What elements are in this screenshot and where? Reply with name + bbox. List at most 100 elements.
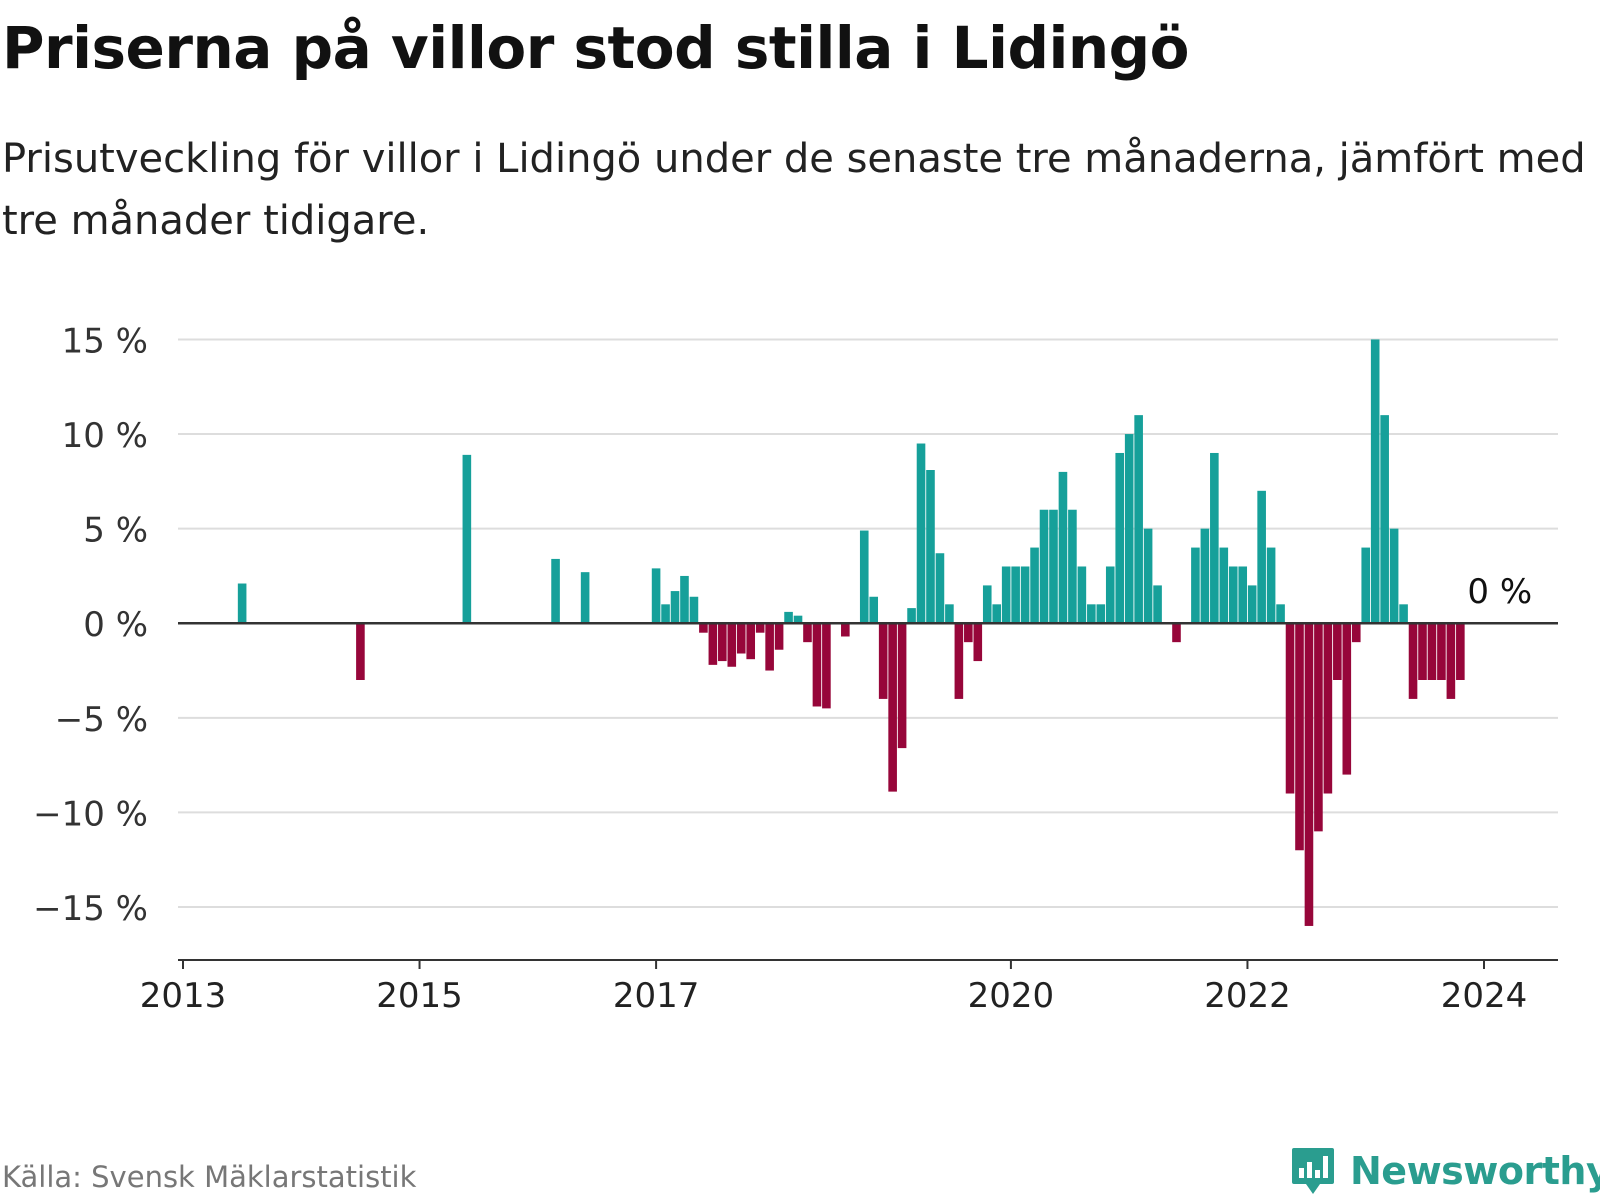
bar — [1020, 566, 1030, 624]
bar — [718, 623, 727, 662]
bar — [1153, 585, 1162, 624]
bar — [1058, 471, 1068, 624]
bar — [661, 604, 670, 624]
bar — [992, 604, 1002, 624]
bar — [237, 583, 247, 624]
bar — [708, 623, 718, 665]
bar — [651, 568, 661, 624]
bar — [1295, 623, 1304, 851]
bar — [1115, 452, 1125, 624]
bar — [462, 454, 472, 624]
bar — [774, 623, 784, 650]
bar — [1437, 623, 1446, 680]
bar — [746, 623, 756, 660]
bar — [878, 623, 888, 699]
bar — [1134, 415, 1143, 624]
bar — [935, 553, 945, 624]
bar — [1389, 528, 1399, 624]
bar — [1228, 566, 1238, 624]
y-tick-label: 10 % — [62, 416, 148, 456]
bar — [897, 623, 907, 749]
bar — [356, 623, 365, 680]
bar — [1456, 623, 1465, 680]
bar — [926, 470, 935, 624]
bar — [869, 596, 879, 624]
bar — [670, 591, 680, 624]
bar — [1408, 623, 1418, 699]
bar — [812, 623, 822, 707]
bar — [1314, 623, 1323, 832]
bar — [841, 623, 850, 637]
bar — [1001, 566, 1011, 624]
bar — [1039, 509, 1049, 624]
x-tick-label: 2017 — [613, 976, 700, 1016]
brand-logo[interactable]: Newsworthy — [1290, 1142, 1600, 1200]
bar — [1266, 547, 1276, 624]
bar — [1247, 585, 1257, 624]
bar — [793, 615, 803, 624]
bar — [736, 623, 746, 654]
bar — [765, 623, 774, 671]
bar — [1418, 623, 1427, 680]
last-value-label: 0 % — [1467, 572, 1532, 612]
bar — [727, 623, 737, 667]
bar — [822, 623, 831, 709]
bar — [1172, 623, 1181, 643]
bar — [1333, 623, 1342, 680]
bar — [1238, 566, 1248, 624]
bar — [1285, 623, 1295, 794]
bar-chart-speech-bubble-icon — [1292, 1148, 1334, 1194]
bar — [1380, 415, 1389, 624]
bar — [1077, 566, 1087, 624]
bar — [1191, 547, 1200, 624]
bar — [1219, 547, 1229, 624]
brand-name: Newsworthy — [1350, 1149, 1600, 1193]
y-tick-label: 15 % — [62, 321, 148, 361]
bar — [1304, 623, 1314, 926]
bar — [689, 596, 699, 624]
bar — [859, 530, 869, 624]
chart-subtitle: Prisutveckling för villor i Lidingö unde… — [2, 136, 1586, 244]
x-tick-label: 2020 — [968, 976, 1055, 1016]
y-tick-label: 0 % — [83, 605, 148, 645]
bar — [699, 623, 708, 633]
bar — [1096, 604, 1106, 624]
bar — [964, 623, 973, 643]
y-tick-label: −5 % — [55, 700, 148, 740]
bar — [755, 623, 765, 633]
bar — [803, 623, 812, 643]
bar — [1210, 452, 1219, 624]
bar — [1446, 623, 1456, 699]
bar — [1087, 604, 1096, 624]
bar — [888, 623, 897, 792]
x-tick-label: 2015 — [376, 976, 463, 1016]
bar — [982, 585, 992, 624]
bar — [973, 623, 983, 662]
bar — [1351, 623, 1361, 643]
y-tick-label: 5 % — [83, 511, 148, 551]
x-tick-label: 2024 — [1441, 976, 1528, 1016]
bar — [1124, 434, 1134, 624]
bar — [1143, 528, 1153, 624]
chart-title: Priserna på villor stod stilla i Lidingö — [2, 14, 1190, 82]
bar — [1276, 604, 1285, 624]
x-tick-label: 2022 — [1204, 976, 1291, 1016]
y-tick-label: −10 % — [33, 794, 148, 834]
bar — [680, 575, 689, 624]
bar — [1257, 490, 1266, 624]
bar — [580, 572, 590, 624]
source-credit: Källa: Svensk Mäklarstatistik — [2, 1160, 417, 1194]
bar — [1200, 528, 1210, 624]
bar — [784, 611, 793, 624]
bar — [916, 443, 926, 624]
bar — [1342, 623, 1352, 775]
bar — [954, 623, 964, 699]
bar — [1011, 566, 1020, 624]
bar — [1049, 509, 1058, 624]
bar — [907, 608, 916, 624]
x-tick-label: 2013 — [140, 976, 227, 1016]
bar — [1323, 623, 1333, 794]
bar — [1370, 339, 1380, 624]
bar — [1427, 623, 1437, 680]
bar — [1030, 547, 1039, 624]
